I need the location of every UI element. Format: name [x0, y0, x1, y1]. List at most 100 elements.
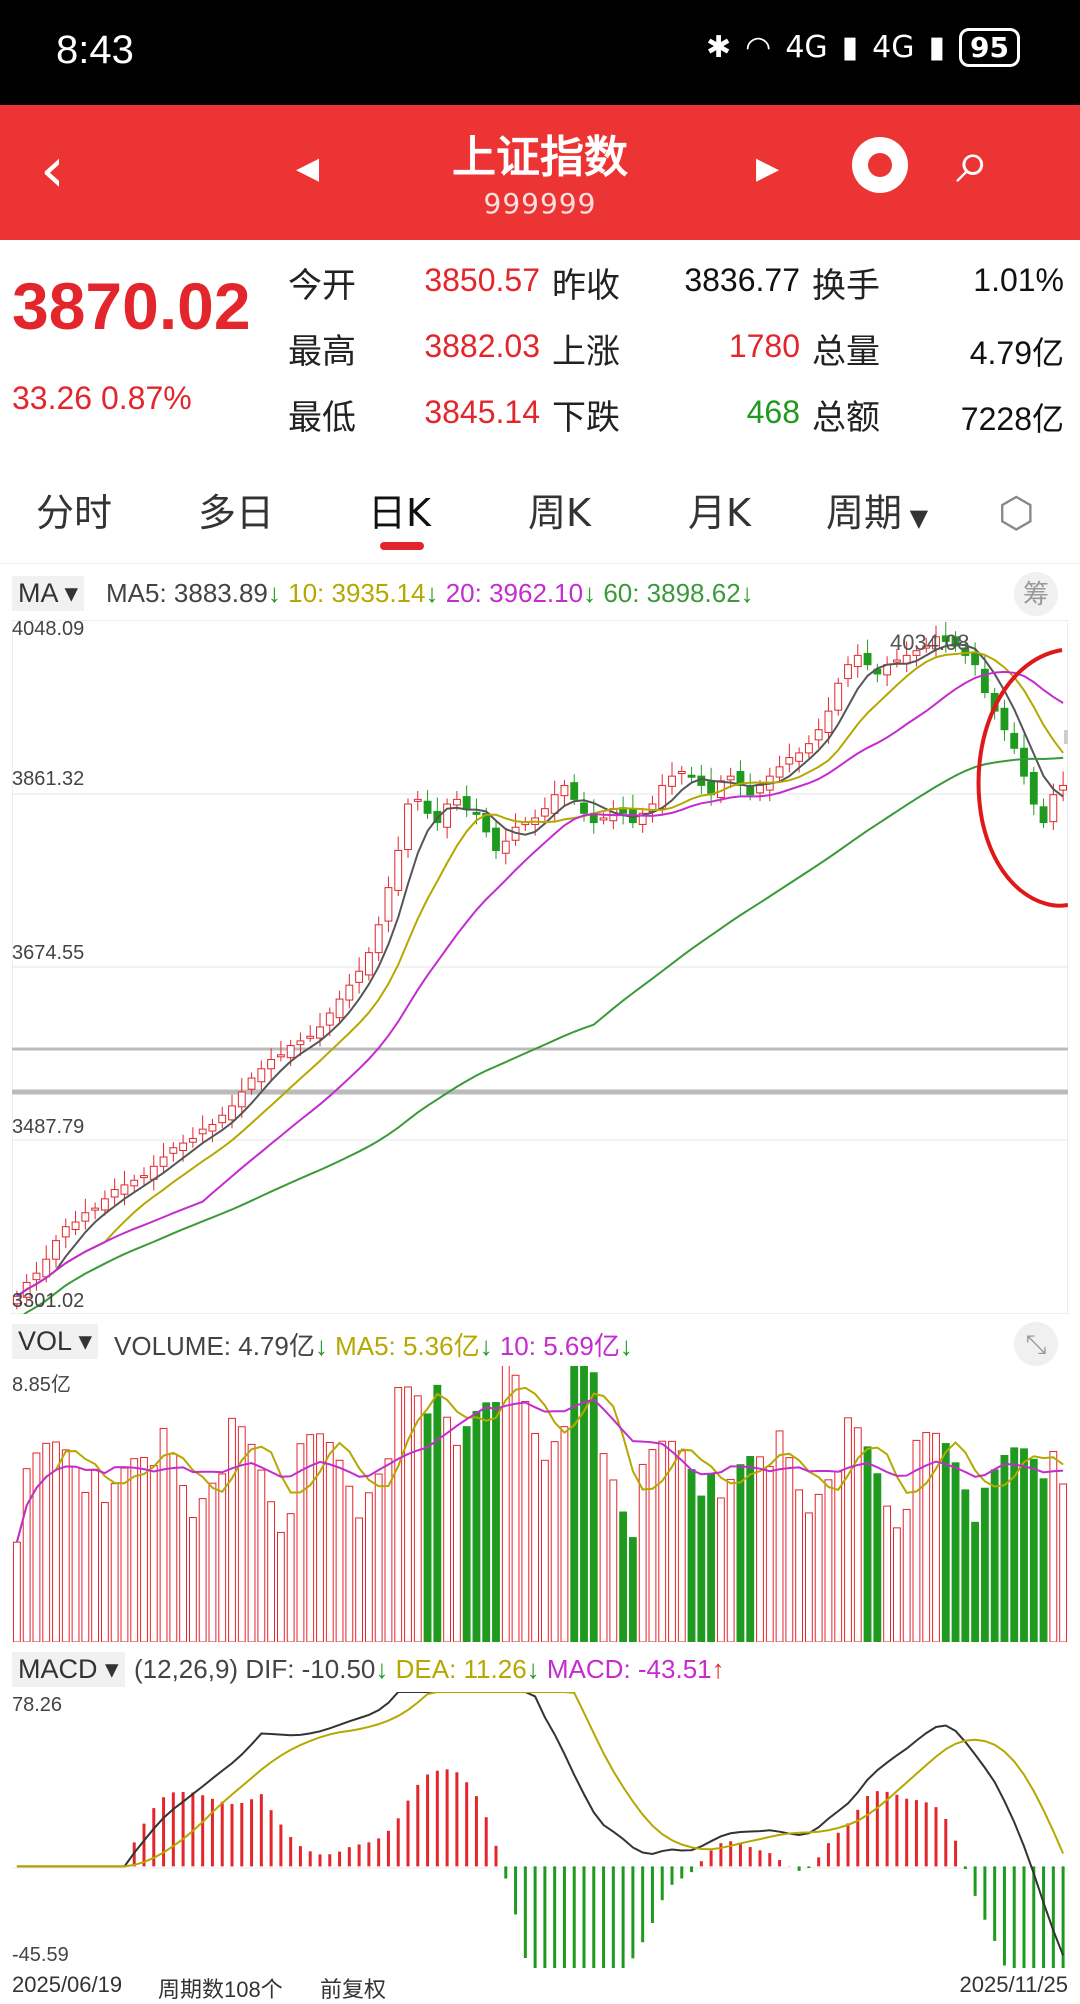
candle-body	[423, 800, 432, 814]
candle-body	[892, 659, 901, 663]
candle-body	[1029, 771, 1038, 805]
volume-bar	[335, 1459, 344, 1642]
candle-body	[42, 1258, 51, 1278]
candle-body	[52, 1240, 60, 1260]
status-time: 8:43	[56, 28, 134, 72]
candle-body	[599, 817, 608, 821]
ma-indicator-row: MA ▾ MA5: 3883.89↓ 10: 3935.14↓ 20: 3962…	[0, 572, 1080, 616]
candle-body	[120, 1184, 129, 1195]
volume-bar	[677, 1450, 686, 1642]
macd-params: (12,26,9)	[134, 1654, 239, 1684]
volume-bar	[834, 1471, 843, 1642]
volume-bar	[1020, 1448, 1028, 1642]
candle-body	[345, 984, 354, 1001]
price-change: 33.26 0.87%	[12, 380, 192, 417]
settings-hexagon-icon[interactable]: ⬡	[998, 488, 1035, 537]
candle-body	[922, 645, 931, 649]
volume-bar	[511, 1374, 520, 1642]
volume-bar	[638, 1463, 647, 1642]
volume-bar	[355, 1517, 364, 1642]
candle-body	[159, 1156, 168, 1167]
expand-icon[interactable]: ⤡	[1014, 1322, 1058, 1366]
candle-body	[560, 784, 569, 797]
adjust-mode[interactable]: 前复权	[320, 1977, 387, 2002]
candle-body	[804, 743, 813, 754]
chevron-down-icon: ▾	[64, 578, 79, 608]
status-bar: 8:43 ✱ ◠ 4G ▮ 4G ▮ 95	[0, 0, 1080, 105]
y-label-2: 3861.32	[12, 768, 85, 790]
candle-body	[188, 1137, 197, 1143]
volume-bar	[247, 1443, 256, 1642]
kline-chart[interactable]: 4034.08	[12, 620, 1068, 1314]
volume-bar	[149, 1465, 158, 1642]
volume-value: 4.79亿	[969, 335, 1064, 371]
candle-body	[413, 798, 422, 802]
candle-body	[785, 757, 794, 765]
vol-values: VOLUME: 4.79亿↓ MA5: 5.36亿↓ 10: 5.69亿↓	[114, 1331, 633, 1361]
app-header: ‹ ◀ 上证指数 999999 ▶ ⌕	[0, 105, 1080, 240]
volume-bar	[687, 1469, 696, 1642]
previous-stock-icon[interactable]: ◀	[296, 151, 320, 186]
vol-indicator-selector[interactable]: VOL ▾	[12, 1324, 99, 1359]
macd-name: MACD	[18, 1654, 98, 1684]
vol-ma10: 10: 5.69亿	[499, 1331, 620, 1361]
tab-period[interactable]: 周期 ▼	[826, 482, 928, 537]
volume-bar	[922, 1432, 931, 1642]
volume-bar	[443, 1416, 452, 1642]
macd-indicator-selector[interactable]: MACD ▾	[12, 1652, 125, 1687]
volume-chart[interactable]	[12, 1366, 1068, 1642]
volume-bar	[873, 1473, 882, 1642]
bluetooth-icon: ✱	[705, 30, 732, 65]
candle-body	[863, 653, 872, 666]
volume-bar	[374, 1473, 383, 1642]
volume-bar	[364, 1492, 373, 1642]
volume-bar	[863, 1446, 872, 1642]
candle-body	[394, 849, 403, 891]
chevron-down-icon: ▾	[105, 1654, 119, 1684]
tab-monthly-k[interactable]: 月K	[688, 491, 751, 535]
tab-period-label: 周期	[826, 491, 903, 535]
open-value: 3850.57	[424, 262, 540, 298]
period-count: 周期数108个	[158, 1977, 283, 2002]
volume-bar	[775, 1430, 784, 1642]
volume-bar	[540, 1459, 549, 1642]
search-icon[interactable]: ⌕	[956, 127, 990, 197]
tab-multiday[interactable]: 多日	[198, 491, 275, 535]
volume-bar	[492, 1402, 500, 1642]
back-icon[interactable]: ‹	[40, 133, 65, 206]
turnover-value: 1.01%	[973, 262, 1064, 298]
macd-chart[interactable]	[12, 1692, 1068, 1968]
assistant-robot-icon[interactable]	[852, 137, 908, 193]
volume-bar	[120, 1467, 129, 1642]
next-stock-icon[interactable]: ▶	[756, 151, 780, 186]
ma5-value: MA5: 3883.89	[106, 578, 268, 608]
chevron-down-icon: ▾	[78, 1326, 93, 1356]
candle-body	[364, 952, 373, 976]
candle-body	[296, 1040, 305, 1046]
candle-body	[452, 798, 461, 806]
volume-bar	[12, 1541, 21, 1642]
volume-bar	[413, 1395, 422, 1642]
volume-bar	[707, 1473, 716, 1642]
volume-bar	[42, 1442, 51, 1642]
volume-bar	[1049, 1450, 1058, 1642]
tab-weekly-k[interactable]: 周K	[528, 491, 591, 535]
candle-body	[32, 1272, 41, 1281]
volume-bar	[462, 1426, 471, 1642]
volume-bar	[188, 1517, 197, 1642]
tab-intraday[interactable]: 分时	[36, 491, 113, 535]
tab-daily-k[interactable]: 日K	[368, 491, 431, 535]
signal-icon-a: ▮	[841, 30, 859, 65]
chip-distribution-button[interactable]: 筹	[1014, 572, 1058, 616]
ma5line	[16, 643, 1064, 1298]
volume-bar	[795, 1489, 804, 1642]
candle-body	[247, 1077, 256, 1090]
ma10-value: 10: 3935.14	[288, 578, 426, 608]
candle-body	[550, 794, 559, 814]
volume-bar	[1039, 1478, 1048, 1642]
ma-indicator-selector[interactable]: MA ▾	[12, 576, 85, 611]
prev-close-value: 3836.77	[684, 262, 800, 298]
macd-indicator-row: MACD ▾ (12,26,9) DIF: -10.50↓ DEA: 11.26…	[0, 1648, 1080, 1692]
candle-body	[384, 887, 393, 922]
candle-body	[325, 1012, 334, 1026]
